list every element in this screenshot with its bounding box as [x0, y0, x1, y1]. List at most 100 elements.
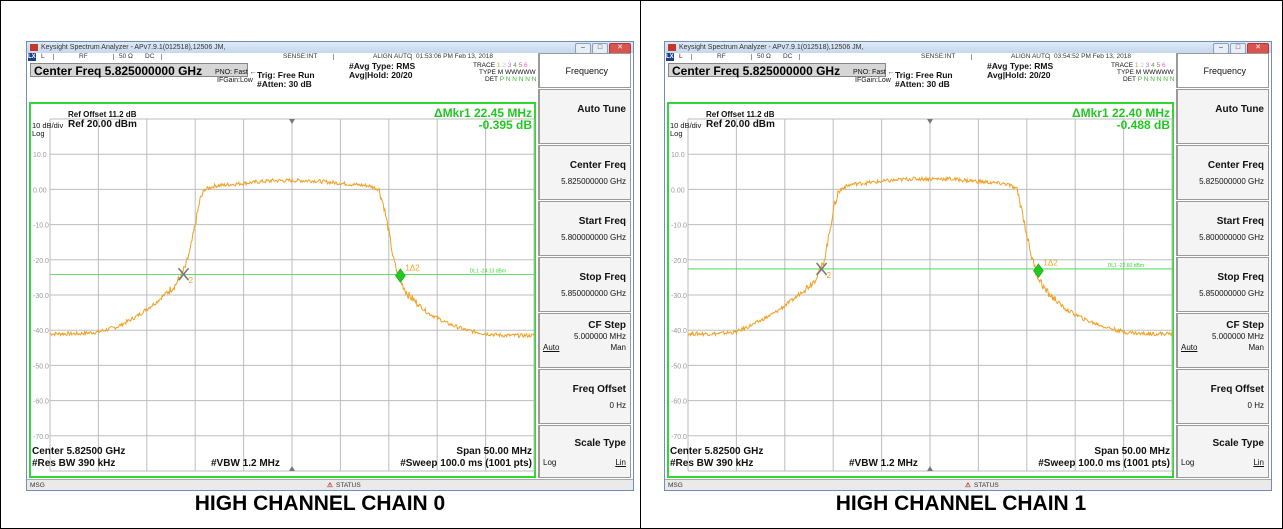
cf-step-key[interactable]: CF Step 5.000000 MHz Auto Man	[1176, 313, 1269, 368]
y-tick-label: -10.0	[671, 223, 687, 230]
ref-level-label: Ref 20.00 dBm	[706, 119, 775, 130]
start-freq-key[interactable]: Start Freq 5.800000000 GHz	[1176, 201, 1269, 256]
status-dc: DC	[145, 53, 155, 60]
delta-marker	[395, 268, 406, 284]
vbw-label: #VBW 1.2 MHz	[849, 458, 918, 469]
softkey-title: Frequency	[1176, 53, 1269, 88]
status-row: L RF 50 Ω DC SENSE:INT ALIGN AUTO 03:54:…	[665, 53, 1175, 61]
spectrum-trace	[49, 177, 535, 339]
delta-marker-readout: ΔMkr1 22.45 MHz	[434, 106, 532, 120]
spectrum-plot[interactable]: 10.0 0.00 -10.0 -20.0 -30.0 -40.0 -50.0 -60.0 -7…	[31, 104, 536, 478]
res-bw-label: #Res BW 390 kHz	[670, 458, 753, 469]
plot-frame	[29, 102, 536, 478]
atten-label: #Atten: 30 dB	[257, 79, 312, 89]
status-sense: SENSE:INT	[283, 53, 318, 60]
span-label: Span 50.00 MHz	[1094, 446, 1170, 457]
delta-marker-label: 1Δ2	[405, 264, 420, 273]
trace-indicator: TRACE 1 2 3 4 5 6	[473, 62, 528, 69]
y-tick-label: -50.0	[33, 363, 49, 370]
status-l: L	[679, 53, 683, 60]
y-tick-label: -60.0	[33, 399, 49, 406]
lxi-icon: LXI	[28, 53, 38, 61]
softkey-panel: Frequency Auto Tune Center Freq 5.8250000…	[1176, 53, 1271, 478]
scale-type-key[interactable]: Scale Type Log Lin	[1176, 425, 1269, 478]
det-indicator: DET P N N N N N	[1123, 76, 1175, 83]
cf-step-key[interactable]: CF Step 5.000000 MHz Auto Man	[538, 313, 631, 368]
plot-frame	[667, 102, 1174, 478]
app-icon	[30, 44, 38, 51]
status-label[interactable]: STATUS	[974, 482, 999, 489]
reference-marker-label: 2	[189, 276, 194, 285]
ifgain-label: IFGain:Low	[855, 77, 891, 84]
center-freq-readout[interactable]: Center Freq 5.825000000 GHz	[668, 63, 886, 78]
app-icon	[668, 44, 676, 51]
y-tick-label: -40.0	[33, 328, 49, 335]
center-top-tick	[289, 119, 295, 124]
scale-type-key[interactable]: Scale Type Log Lin	[538, 425, 631, 478]
y-tick-label: -20.0	[33, 258, 49, 265]
auto-tune-key[interactable]: Auto Tune	[538, 89, 631, 144]
y-tick-label: 0.00	[33, 187, 47, 194]
type-indicator: TYPE M WWWWW	[1117, 69, 1174, 76]
timestamp: 03:54:52 PM Feb 13, 2018	[1054, 53, 1131, 60]
center-bottom-tick	[289, 466, 295, 471]
reference-marker-label: 2	[827, 271, 832, 280]
status-dc: DC	[783, 53, 793, 60]
stop-freq-key[interactable]: Stop Freq 5.850000000 GHz	[1176, 257, 1269, 312]
status-row: L RF 50 Ω DC SENSE:INT ALIGN AUTO 01:53:…	[27, 53, 537, 61]
msg-label: MSG	[668, 482, 683, 489]
vbw-label: #VBW 1.2 MHz	[211, 458, 280, 469]
reference-marker	[815, 262, 828, 276]
message-bar: MSG ⚠ STATUS	[665, 479, 1271, 490]
y-tick-label: -50.0	[671, 363, 687, 370]
center-freq-key[interactable]: Center Freq 5.825000000 GHz	[1176, 145, 1269, 200]
status-ohm: 50 Ω	[119, 53, 133, 60]
status-align: ALIGN AUTO	[1011, 53, 1050, 60]
delta-marker	[1033, 263, 1044, 279]
softkey-panel: Frequency Auto Tune Center Freq 5.8250000…	[538, 53, 633, 478]
center-freq-key[interactable]: Center Freq 5.825000000 GHz	[538, 145, 631, 200]
stop-freq-key[interactable]: Stop Freq 5.850000000 GHz	[538, 257, 631, 312]
analyzer-window-chain-0: Keysight Spectrum Analyzer - APv7.9.1(01…	[26, 41, 634, 491]
caption-chain-0: HIGH CHANNEL CHAIN 0	[194, 492, 446, 515]
span-label: Span 50.00 MHz	[456, 446, 532, 457]
det-indicator: DET P N N N N N	[485, 76, 537, 83]
status-align: ALIGN AUTO	[373, 53, 412, 60]
timestamp: 01:53:06 PM Feb 13, 2018	[416, 53, 493, 60]
y-tick-label: -20.0	[671, 258, 687, 265]
y-tick-label: -70.0	[671, 434, 687, 441]
reference-marker	[177, 267, 190, 281]
window-titlebar: Keysight Spectrum Analyzer - APv7.9.1(01…	[665, 42, 1271, 54]
analyzer-window-chain-1: Keysight Spectrum Analyzer - APv7.9.1(01…	[664, 41, 1272, 491]
avg-type-label: #Avg Type: RMS	[349, 61, 416, 71]
freq-offset-key[interactable]: Freq Offset 0 Hz	[538, 369, 631, 424]
center-freq-readout[interactable]: Center Freq 5.825000000 GHz	[30, 63, 248, 78]
delta-value-readout: -0.488 dB	[1117, 118, 1171, 132]
status-label[interactable]: STATUS	[336, 482, 361, 489]
status-icon: ⚠	[965, 482, 971, 489]
scale-label: 10 dB/div	[670, 121, 702, 130]
pno-label: PNO: Fast ←→	[215, 69, 264, 76]
start-freq-key[interactable]: Start Freq 5.800000000 GHz	[538, 201, 631, 256]
avg-hold-label: Avg|Hold: 20/20	[987, 70, 1051, 80]
y-tick-label: 10.0	[33, 152, 47, 159]
freq-offset-key[interactable]: Freq Offset 0 Hz	[1176, 369, 1269, 424]
type-indicator: TYPE M WWWWW	[479, 69, 536, 76]
y-tick-label: -30.0	[671, 293, 687, 300]
window-titlebar: Keysight Spectrum Analyzer - APv7.9.1(01…	[27, 42, 633, 54]
center-label: Center 5.82500 GHz	[32, 446, 125, 457]
auto-tune-key[interactable]: Auto Tune	[1176, 89, 1269, 144]
ref-offset-label: Ref Offset 11.2 dB	[706, 110, 775, 119]
scale-label: 10 dB/div	[32, 121, 64, 130]
status-sense: SENSE:INT	[921, 53, 956, 60]
spectrum-plot[interactable]: 10.0 0.00 -10.0 -20.0 -30.0 -40.0 -50.0 -60.0 -7…	[669, 104, 1174, 478]
status-rf: RF	[717, 53, 726, 60]
center-top-tick	[927, 119, 933, 124]
y-tick-label: 0.00	[671, 187, 685, 194]
status-l: L	[41, 53, 45, 60]
center-divider	[640, 0, 641, 529]
trig-label: Trig: Free Run	[895, 70, 953, 80]
y-tick-label: 10.0	[671, 152, 685, 159]
spectrum-trace	[687, 175, 1173, 337]
center-label: Center 5.82500 GHz	[670, 446, 763, 457]
